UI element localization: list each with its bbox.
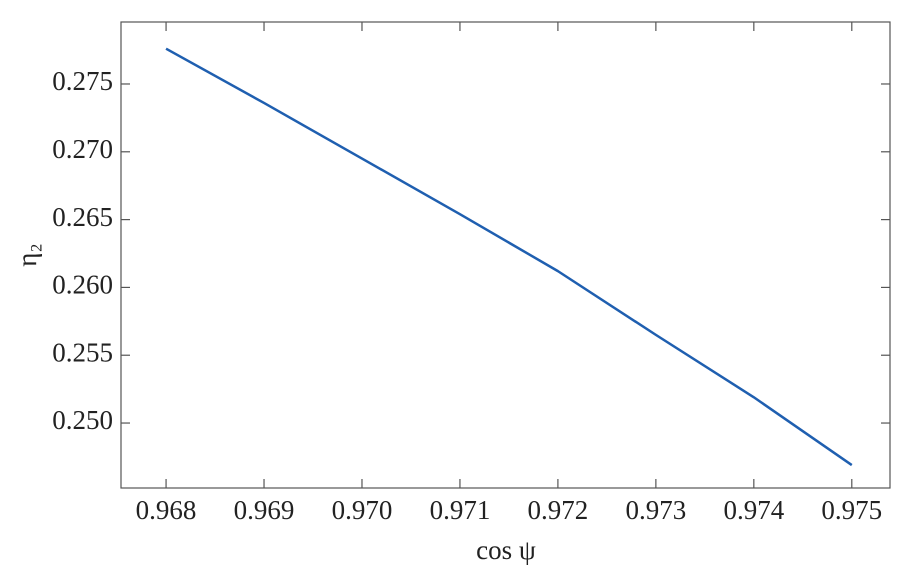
x-tick-label: 0.972 [528, 495, 589, 525]
x-tick-label: 0.969 [234, 495, 295, 525]
y-tick-label: 0.260 [52, 270, 113, 300]
x-tick-label: 0.974 [723, 495, 784, 525]
x-tick-label: 0.973 [625, 495, 686, 525]
y-tick-label: 0.265 [52, 202, 113, 232]
y-tick-label: 0.270 [52, 134, 113, 164]
plot-frame [120, 21, 891, 489]
y-tick-label: 0.255 [52, 337, 113, 367]
y-tick-label: 0.250 [52, 405, 113, 435]
y-axis-label: η₂ [12, 243, 42, 267]
x-tick-label: 0.968 [136, 495, 197, 525]
x-tick-label: 0.971 [430, 495, 491, 525]
x-axis-label: cos ψ [476, 535, 536, 565]
x-tick-label: 0.970 [332, 495, 393, 525]
x-tick-label: 0.975 [821, 495, 882, 525]
y-tick-label: 0.275 [52, 66, 113, 96]
data-line [165, 47, 853, 467]
